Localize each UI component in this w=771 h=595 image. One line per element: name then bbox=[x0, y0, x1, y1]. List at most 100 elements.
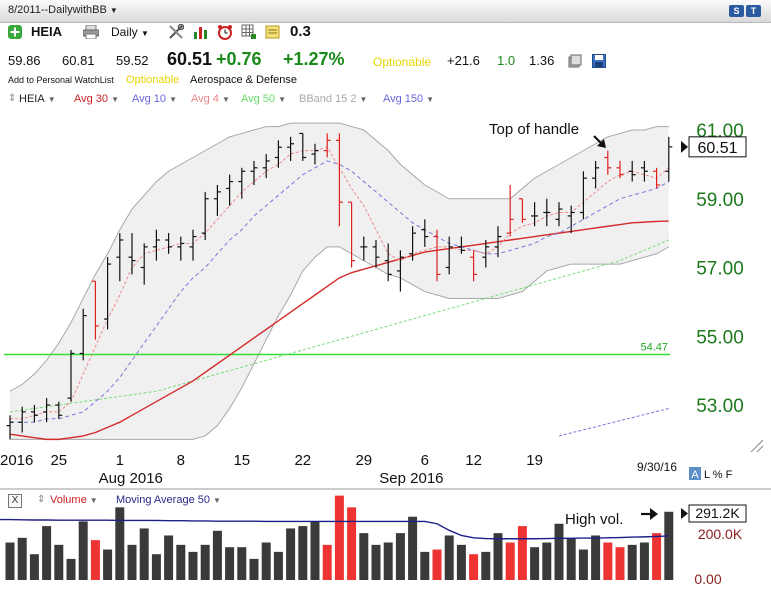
ohlc-bar bbox=[104, 257, 112, 330]
month-label: Aug 2016 bbox=[99, 470, 163, 487]
volume-bars bbox=[5, 495, 674, 580]
volume-handle-icon[interactable]: ⇕ bbox=[37, 494, 46, 505]
volume-bar bbox=[456, 544, 466, 580]
watchlist-link[interactable]: Add to Personal WatchList bbox=[8, 75, 114, 85]
as-of-date: 9/30/16 bbox=[637, 460, 677, 474]
ohlc-bar bbox=[177, 236, 185, 261]
grid-add-icon[interactable] bbox=[241, 24, 257, 40]
volume-bar bbox=[322, 544, 332, 580]
avg150-line bbox=[558, 407, 669, 437]
add-icon[interactable] bbox=[8, 25, 22, 39]
volume-bar bbox=[517, 526, 527, 580]
legend-item-bband[interactable]: BBand 15 2 ▼ bbox=[299, 93, 368, 105]
legend-item-volume-ma[interactable]: Moving Average 50 ▼ bbox=[116, 494, 221, 506]
volume-bar bbox=[249, 558, 259, 580]
ohlc-bar bbox=[640, 160, 648, 182]
volume-bar bbox=[42, 526, 52, 580]
stack-icon[interactable] bbox=[568, 54, 582, 68]
volume-chart[interactable]: 291.2K 200.0K 0.00 High vol. bbox=[0, 488, 771, 595]
ohlc-bar bbox=[531, 202, 539, 227]
save-icon[interactable] bbox=[592, 54, 606, 68]
ohlc-bar bbox=[274, 140, 282, 168]
legend-item-avg50[interactable]: Avg 50 ▼ bbox=[241, 93, 286, 105]
s-button[interactable]: S bbox=[729, 5, 744, 17]
volume-bar bbox=[566, 537, 576, 580]
price-change: +0.76 bbox=[216, 49, 262, 69]
tools-icon[interactable] bbox=[168, 23, 185, 40]
ohlc-bar bbox=[494, 226, 502, 258]
price-bars bbox=[6, 132, 673, 440]
ohlc-bar bbox=[470, 250, 478, 282]
ohlc-bar bbox=[311, 143, 319, 165]
legend-item-heia[interactable]: HEIA ▼ bbox=[19, 93, 56, 105]
printer-icon[interactable] bbox=[82, 24, 100, 40]
legend-handle-icon[interactable]: ⇕ bbox=[8, 93, 17, 104]
avg50-line bbox=[9, 239, 669, 413]
price-tick-label: 57.00 bbox=[696, 259, 744, 280]
high-price: 60.81 bbox=[62, 53, 95, 68]
open-price: 59.86 bbox=[8, 53, 41, 68]
price-change-pct: +1.27% bbox=[283, 49, 345, 69]
bar-chart-icon[interactable] bbox=[193, 24, 209, 40]
volume-bar bbox=[115, 507, 125, 580]
ohlc-bar bbox=[18, 406, 26, 433]
legend-item-avg10[interactable]: Avg 10 ▼ bbox=[132, 93, 177, 105]
volume-bar bbox=[66, 558, 76, 580]
toggle-lpf-label: L % F bbox=[704, 469, 733, 481]
volume-axis: 291.2K 200.0K 0.00 High vol. bbox=[565, 504, 747, 587]
date-tick-label: 15 bbox=[233, 452, 250, 469]
ratio-value: 1.0 bbox=[497, 53, 516, 68]
date-tick-label: 12 bbox=[465, 452, 482, 469]
note-icon[interactable] bbox=[265, 24, 281, 40]
volume-bar bbox=[615, 547, 625, 580]
ohlc-bar bbox=[152, 229, 160, 261]
close-volume-button[interactable]: X bbox=[8, 494, 22, 508]
month-label: Sep 2016 bbox=[379, 470, 443, 487]
symbol-label[interactable]: HEIA bbox=[31, 24, 63, 39]
legend-item-avg30[interactable]: Avg 30 ▼ bbox=[74, 93, 119, 105]
volume-bar bbox=[383, 542, 393, 580]
t-button[interactable]: T bbox=[746, 5, 761, 17]
volume-bar bbox=[200, 544, 210, 580]
ohlc-bar bbox=[262, 154, 270, 179]
ohlc-bar bbox=[213, 185, 221, 216]
ohlc-bar bbox=[653, 167, 661, 189]
last-price: 60.51 bbox=[167, 49, 213, 69]
alarm-clock-icon[interactable] bbox=[217, 24, 233, 40]
window-title[interactable]: 8/2011--DailywithBB ▼ bbox=[8, 4, 118, 16]
ohlc-bar bbox=[592, 160, 600, 189]
toggle-a-button bbox=[689, 467, 701, 480]
ohlc-bar bbox=[628, 160, 636, 182]
ohlc-bar bbox=[67, 350, 75, 402]
volume-bar bbox=[151, 554, 161, 580]
legend-item-volume[interactable]: Volume ▼ bbox=[50, 494, 98, 506]
legend-item-avg150[interactable]: Avg 150 ▼ bbox=[383, 93, 435, 105]
date-axis: 2016 25 1 8 15 22 29 6 12 19 Aug 2016 Sep 2016 bbox=[0, 452, 543, 487]
top-of-handle-label: Top of handle bbox=[489, 121, 579, 138]
ohlc-bar bbox=[372, 240, 380, 268]
ohlc-bar bbox=[165, 233, 173, 254]
volume-bar bbox=[603, 542, 613, 580]
volume-bar bbox=[469, 554, 479, 580]
volume-bar bbox=[493, 533, 503, 580]
ohlc-bar bbox=[396, 250, 404, 292]
bollinger-band bbox=[9, 122, 670, 440]
date-tick-label: 29 bbox=[355, 452, 372, 469]
volume-bar bbox=[261, 542, 271, 580]
price-tick-label: 59.00 bbox=[696, 190, 744, 211]
date-tick-label: 6 bbox=[421, 452, 429, 469]
period-select[interactable]: Daily ▼ bbox=[111, 25, 149, 39]
optionable-label: Optionable bbox=[373, 55, 432, 69]
current-price-box bbox=[688, 136, 747, 158]
ohlc-bar bbox=[555, 202, 563, 227]
current-price-label: 60.51 bbox=[697, 140, 737, 157]
ohlc-bar bbox=[6, 415, 14, 440]
volume-bar bbox=[395, 533, 405, 580]
volume-bar bbox=[286, 528, 296, 580]
support-line-label: 54.47 bbox=[640, 341, 668, 353]
volume-bar bbox=[652, 533, 662, 580]
legend-item-avg4[interactable]: Avg 4 ▼ bbox=[191, 93, 230, 105]
volume-bar bbox=[17, 537, 27, 580]
high-vol-label: High vol. bbox=[565, 511, 623, 528]
